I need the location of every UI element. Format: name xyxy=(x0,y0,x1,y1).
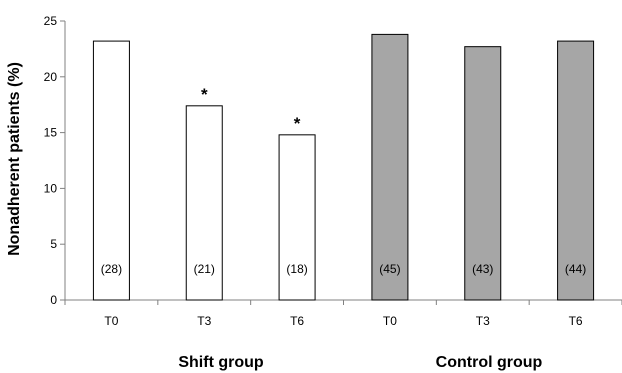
x-tick-label: T6 xyxy=(569,314,583,328)
bar xyxy=(371,33,409,301)
bar xyxy=(557,40,595,301)
significance-marker: * xyxy=(201,85,208,104)
x-tick-label: T3 xyxy=(197,314,211,328)
y-tick-label: 20 xyxy=(44,70,58,84)
y-tick-label: 25 xyxy=(44,14,58,28)
bar-count-label: (45) xyxy=(379,262,400,276)
x-tick-label: T0 xyxy=(104,314,118,328)
group-label-shift: Shift group xyxy=(178,354,264,371)
bar-count-label: (28) xyxy=(101,262,122,276)
y-tick-label: 15 xyxy=(44,126,58,140)
bar xyxy=(92,40,130,301)
x-tick-label: T3 xyxy=(476,314,490,328)
bar-count-label: (43) xyxy=(472,262,493,276)
y-tick-label: 5 xyxy=(50,237,57,251)
bar xyxy=(464,46,502,301)
x-tick-label: T6 xyxy=(290,314,304,328)
y-axis-title: Nonadherent patients (%) xyxy=(6,62,23,256)
bar xyxy=(278,134,316,301)
group-label-control: Control group xyxy=(436,354,543,371)
significance-marker: * xyxy=(294,114,301,133)
y-tick-label: 10 xyxy=(44,181,58,195)
bar-count-label: (18) xyxy=(286,262,307,276)
bar-count-label: (44) xyxy=(565,262,586,276)
y-tick-label: 0 xyxy=(50,293,57,307)
bar-count-label: (21) xyxy=(194,262,215,276)
bar xyxy=(185,105,223,301)
x-tick-label: T0 xyxy=(383,314,397,328)
plot-area: 0 5 10 15 20 25 (28) T0 (21) T3 * (18) T6 * (45) T0 (43)… xyxy=(44,14,622,328)
